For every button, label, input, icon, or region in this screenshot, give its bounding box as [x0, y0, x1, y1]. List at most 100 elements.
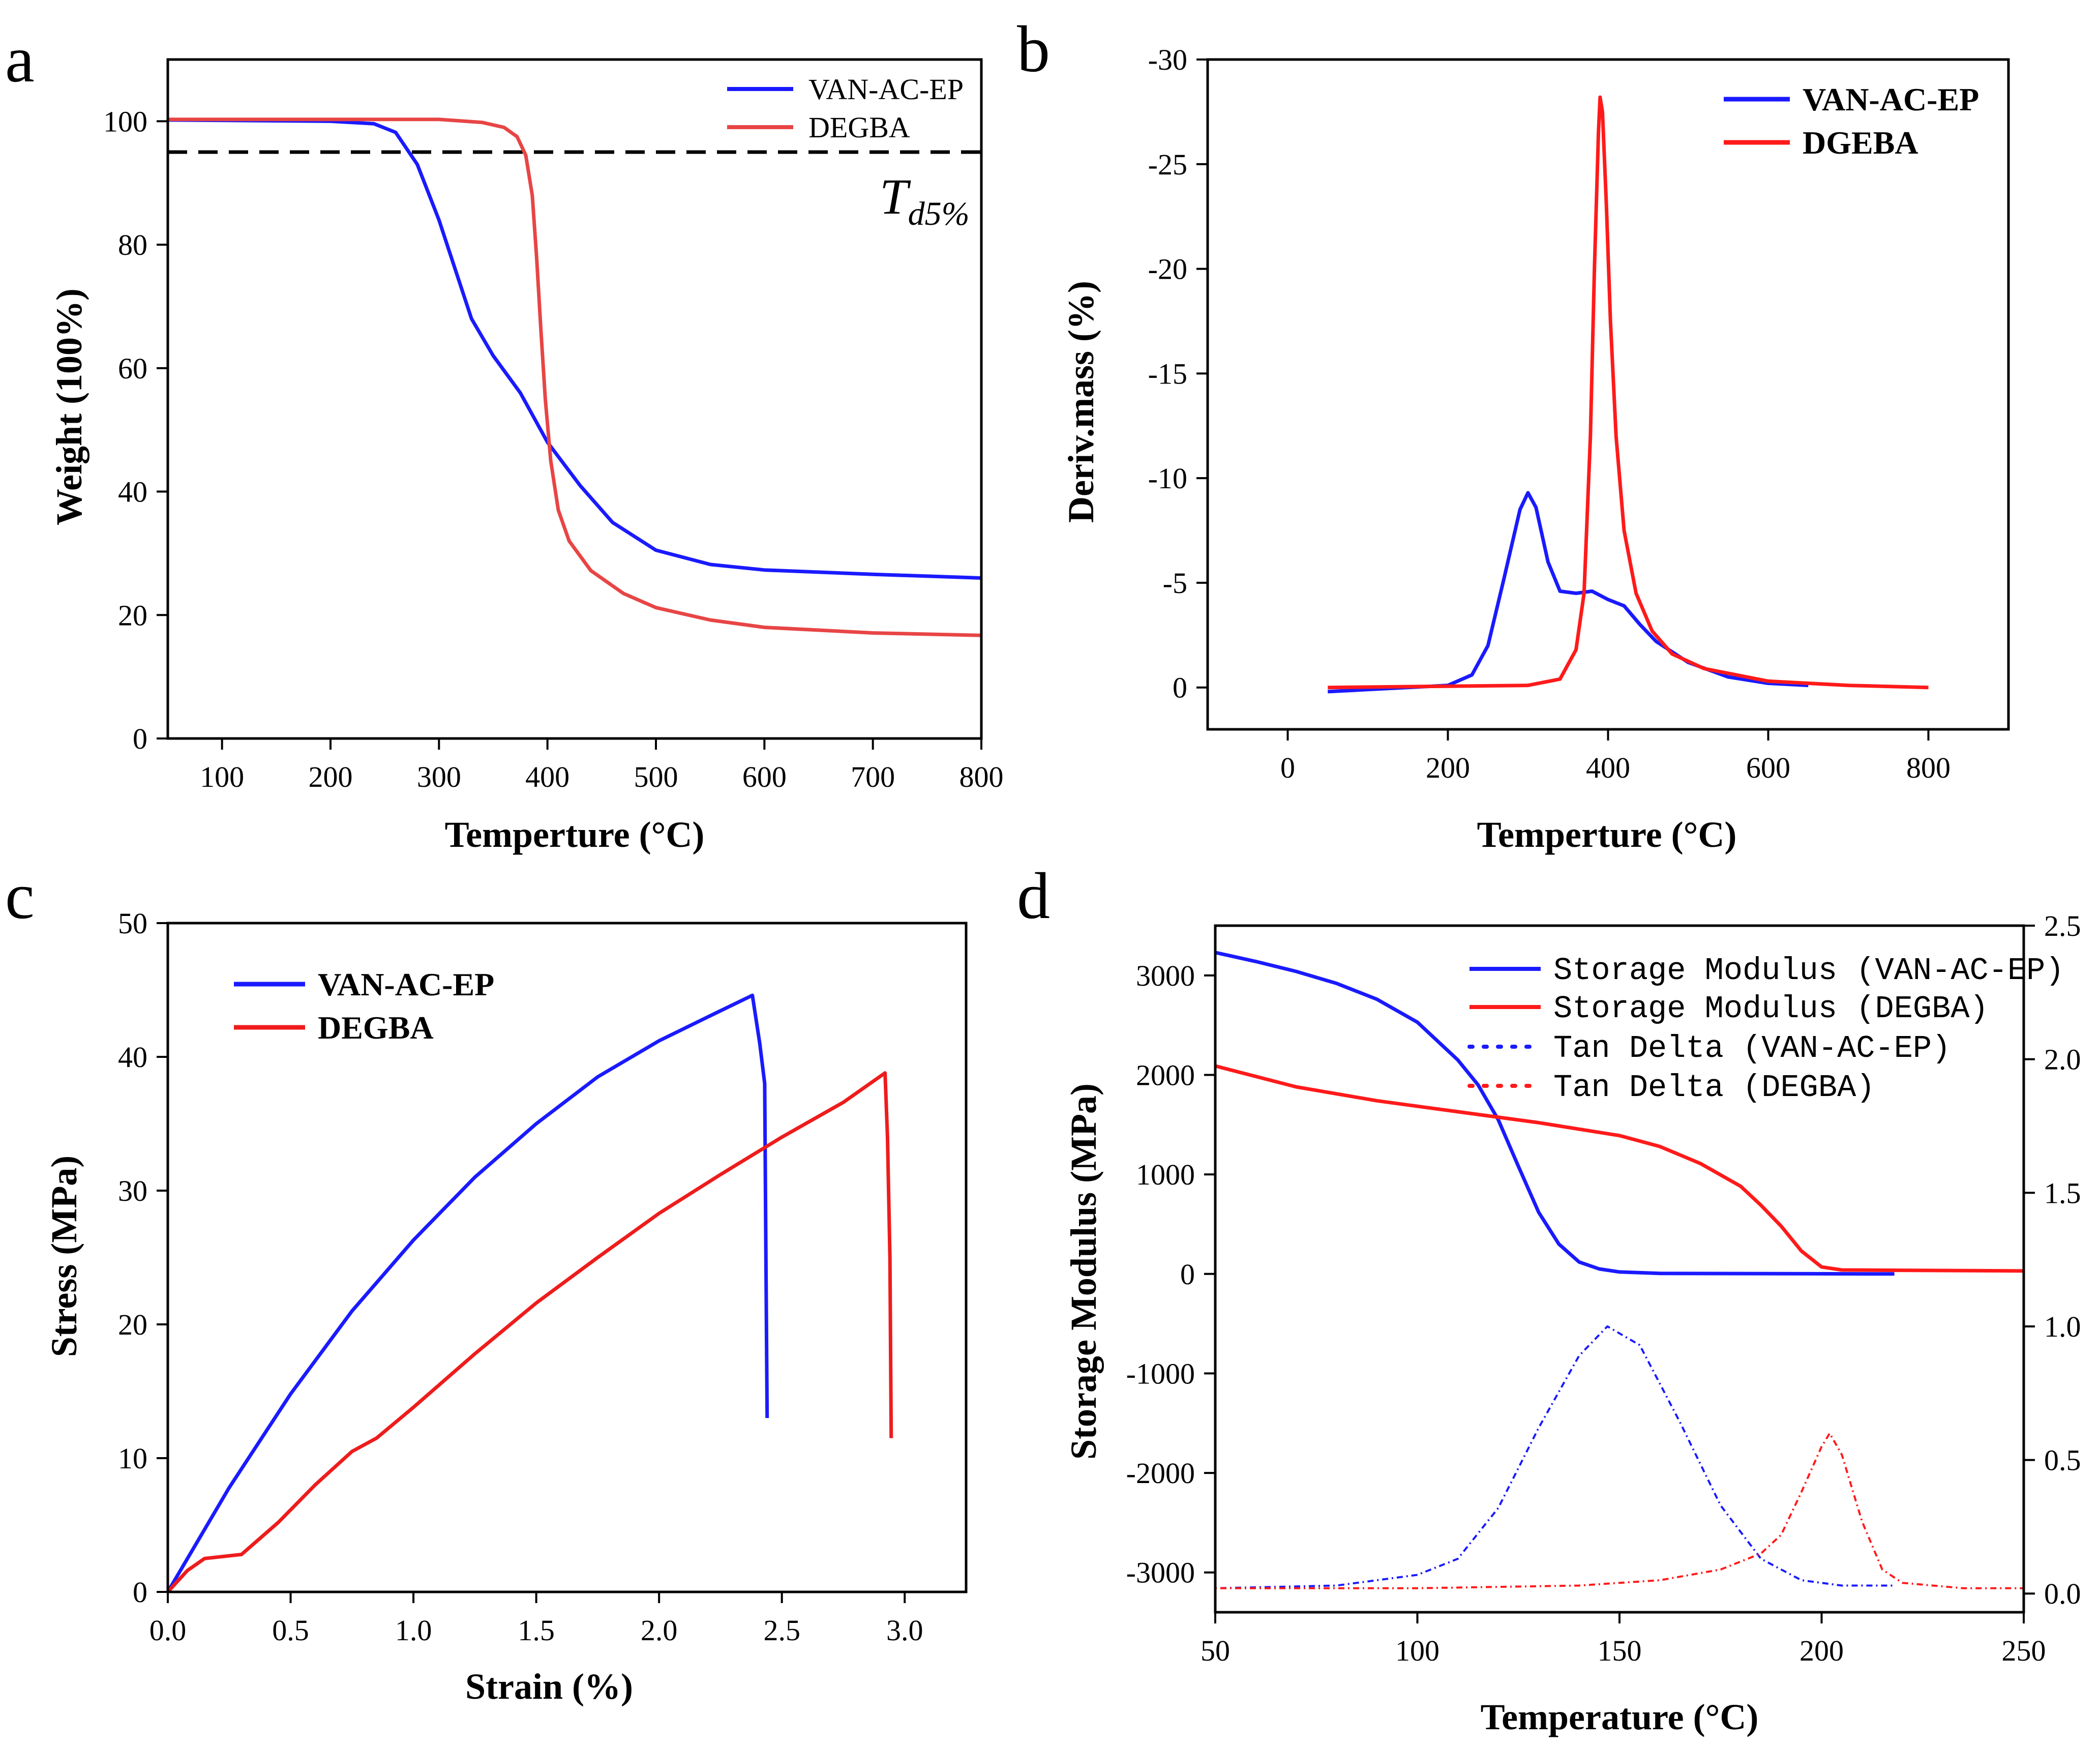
panel-d-y-tick-label-5: 2000: [1136, 1058, 1195, 1091]
panel-d-y-tick-label-6: 3000: [1136, 959, 1195, 992]
panel-a-y-tick-label-3: 60: [118, 352, 147, 385]
panel-d-legend-label-3: Tan Delta (DEGBA): [1553, 1070, 1875, 1106]
panel-b-y-tick-label-4: -20: [1148, 253, 1187, 286]
panel-c-series-1: [166, 1071, 893, 1593]
panel-a-y-tick-label-0: 0: [133, 722, 147, 755]
panel-d-label: d: [1017, 860, 1050, 933]
panel-d-series-2: [1215, 1325, 1895, 1589]
panel-b-y-tick-label-6: -30: [1148, 43, 1187, 76]
panel-c-x-tick-label-1: 0.5: [272, 1614, 309, 1647]
panel-a-series-1: [168, 117, 982, 637]
panel-a-x-tick-label-5: 600: [742, 760, 787, 793]
panel-b-label: b: [1017, 13, 1050, 86]
panel-d-y2-tick-label-3: 1.5: [2044, 1176, 2081, 1209]
panel-b-y-tick-label-1: -5: [1163, 567, 1187, 600]
panel-a-y-tick-label-1: 20: [118, 599, 147, 632]
panel-a-x-axis-title: Temperture (°C): [445, 814, 705, 855]
panel-c-frame: [166, 922, 968, 1593]
panel-c-y-tick-label-0: 0: [133, 1576, 147, 1609]
panel-c-series-0: [166, 993, 769, 1593]
panel-b-legend-label-1: DGEBA: [1803, 125, 1918, 161]
panel-d-series-3: [1215, 1432, 2024, 1589]
panel-b-plot-area: [1328, 95, 1929, 694]
panel-b-y-tick-label-3: -15: [1148, 357, 1187, 390]
panel-a-y-tick-label-2: 40: [118, 476, 147, 509]
panel-c-y-axis-title: Stress (MPa): [44, 1156, 84, 1357]
panel-a: a 100 200 300 400 500 600 700 800 0 20 40 60 80 100 T…: [5, 23, 1004, 855]
panel-a-x-tick-label-6: 700: [851, 760, 895, 793]
panel-a-y-tick-label-4: 80: [118, 228, 147, 261]
panel-b-y-tick-label-0: 0: [1173, 671, 1187, 704]
panel-b-legend: VAN-AC-EP DGEBA: [1724, 81, 1979, 161]
panel-c-x-tick-label-6: 3.0: [886, 1614, 923, 1647]
panel-d-y-axis-title: Storage Modulus (MPa): [1063, 1083, 1104, 1460]
panel-d-y-tick-label-4: 1000: [1136, 1158, 1195, 1191]
panel-b-y-tick-label-2: -10: [1148, 462, 1187, 495]
panel-b-y-tick-label-5: -25: [1148, 148, 1187, 181]
panel-d-y2-tick-label-2: 1.0: [2044, 1310, 2081, 1343]
panel-c-label: c: [5, 860, 35, 933]
panel-c-legend-label-0: VAN-AC-EP: [318, 966, 494, 1002]
panel-d-x-tick-label-1: 100: [1395, 1634, 1439, 1667]
panel-c-x-tick-label-0: 0.0: [149, 1614, 187, 1647]
panel-d-legend-label-0: Storage Modulus (VAN-AC-EP): [1553, 953, 2064, 989]
panel-a-x-tick-label-7: 800: [959, 760, 1004, 793]
panel-a-x-tick-label-3: 400: [525, 760, 569, 793]
panel-a-legend-label-0: VAN-AC-EP: [808, 73, 964, 106]
panel-c-y-tick-label-3: 30: [118, 1174, 147, 1207]
panel-d-x-tick-label-2: 150: [1598, 1634, 1642, 1667]
panel-d-legend: Storage Modulus (VAN-AC-EP) Storage Modu…: [1467, 953, 2064, 1106]
panel-c-legend: VAN-AC-EP DEGBA: [234, 966, 494, 1046]
panel-d-legend-label-1: Storage Modulus (DEGBA): [1553, 991, 1989, 1027]
panel-c-plot-area: [166, 993, 893, 1593]
panel-d-x-tick-label-0: 50: [1201, 1634, 1230, 1667]
panel-b: b 0 200 400 600 800 0 -5 -10 -15 -20 -25 -30 Temper…: [1017, 13, 2010, 855]
panel-b-x-tick-label-3: 600: [1746, 751, 1790, 784]
panel-a-annotation: Td5%: [168, 150, 981, 232]
panel-c-x-tick-label-3: 1.5: [518, 1614, 555, 1647]
panel-a-series-0: [167, 118, 982, 580]
panel-d-y2-tick-label-1: 0.5: [2044, 1444, 2081, 1477]
panel-d-legend-label-2: Tan Delta (VAN-AC-EP): [1553, 1030, 1951, 1067]
panel-a-x-tick-label-2: 300: [417, 760, 461, 793]
panel-c-x-tick-label-4: 2.0: [641, 1614, 678, 1647]
panel-c-y-tick-label-4: 40: [118, 1041, 147, 1074]
panel-d-y-tick-label-2: -1000: [1126, 1357, 1195, 1390]
panel-c-y-tick-label-5: 50: [118, 907, 147, 940]
panel-a-y-tick-label-5: 100: [103, 105, 147, 138]
panel-a-ticks: 100 200 300 400 500 600 700 800 0 20 40 60 80 100: [103, 105, 1004, 793]
panel-b-y-axis-title: Deriv.mass (%): [1061, 281, 1101, 523]
panel-a-td5-label: Td5%: [880, 168, 970, 232]
panel-c: c 0.0 0.5 1.0 1.5 2.0 2.5 3.0 0 10 20 30 40 50 Strai…: [5, 860, 968, 1707]
panel-d-plot-area: [1215, 951, 2024, 1589]
panel-c-x-tick-label-5: 2.5: [763, 1614, 800, 1647]
panel-c-y-tick-label-1: 10: [118, 1442, 147, 1475]
panel-a-legend-label-1: DEGBA: [808, 111, 910, 144]
panel-d-series-1: [1215, 1064, 2024, 1273]
panel-d-x-tick-label-4: 250: [2002, 1634, 2046, 1667]
panel-d-series-0: [1215, 951, 1895, 1276]
panel-c-x-tick-label-2: 1.0: [395, 1614, 432, 1647]
panel-b-x-axis-title: Temperture (°C): [1477, 814, 1737, 855]
panel-d: d 50 100 150 200 250 -3000 -2000 -1000 0 1000 2000…: [1017, 860, 2081, 1737]
panel-b-x-tick-label-0: 0: [1280, 751, 1295, 784]
panel-c-y-tick-label-2: 20: [118, 1308, 147, 1341]
panel-d-frame: [1214, 924, 2025, 1614]
panel-c-legend-label-1: DEGBA: [318, 1010, 434, 1046]
panel-a-x-tick-label-0: 100: [200, 760, 244, 793]
panel-d-y-tick-label-3: 0: [1180, 1258, 1195, 1291]
panel-b-x-tick-label-2: 400: [1586, 751, 1630, 784]
panel-d-x-tick-label-3: 200: [1799, 1634, 1844, 1667]
panel-b-x-tick-label-4: 800: [1906, 751, 1951, 784]
panel-b-series-1: [1328, 95, 1929, 690]
panel-d-y2-tick-label-4: 2.0: [2044, 1043, 2081, 1076]
panel-c-ticks: 0.0 0.5 1.0 1.5 2.0 2.5 3.0 0 10 20 30 40 50: [118, 907, 923, 1647]
panel-a-y-axis-title: Weight (100%): [49, 288, 89, 525]
panel-d-y2-tick-label-0: 0.0: [2044, 1577, 2081, 1610]
panel-a-x-tick-label-4: 500: [634, 760, 678, 793]
panel-d-x-axis-title: Temperature (°C): [1481, 1697, 1759, 1737]
panel-d-y2-tick-label-5: 2.5: [2044, 909, 2081, 942]
panel-a-x-tick-label-1: 200: [309, 760, 353, 793]
panel-d-y-tick-label-1: -2000: [1126, 1457, 1195, 1490]
